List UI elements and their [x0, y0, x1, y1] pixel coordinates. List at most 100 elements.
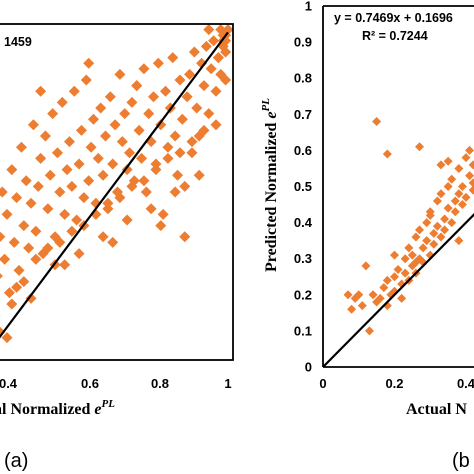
chart-b-point — [450, 207, 460, 217]
chart-b-point — [422, 218, 432, 228]
chart-a-point — [87, 113, 99, 125]
chart-a-x-axis-label-text: al Normalized — [0, 401, 94, 418]
chart-b-point — [400, 268, 410, 278]
chart-b-point — [390, 250, 399, 260]
chart-a-point — [54, 186, 66, 198]
chart-a-x-tick-label: 0.6 — [81, 376, 99, 391]
chart-b-point — [457, 200, 467, 210]
chart-a-point — [188, 46, 200, 58]
chart-a-point — [114, 68, 126, 80]
chart-b-point — [382, 149, 392, 159]
chart-b-point — [343, 290, 353, 300]
chart-b-point — [465, 145, 474, 155]
chart-a-point — [157, 208, 169, 220]
chart-b-point — [382, 275, 392, 285]
chart-b-point — [429, 228, 439, 238]
chart-a-point — [25, 292, 37, 304]
chart-a-point — [1, 208, 13, 220]
chart-b-point — [436, 232, 446, 242]
chart-a-point — [35, 85, 47, 97]
chart-a-point — [83, 175, 95, 187]
chart-a-point — [102, 197, 114, 209]
chart-a-point — [121, 214, 133, 226]
chart-a-point — [35, 152, 47, 164]
chart-a-point — [80, 74, 92, 86]
chart-b-point — [364, 326, 374, 336]
chart-a-x-tick-label: 0.4 — [0, 376, 18, 391]
chart-b-x-ticks: 0 0.2 0.4 — [319, 376, 474, 391]
chart-b-point — [468, 160, 474, 170]
chart-b-x-tick-label: 0 — [319, 376, 326, 391]
chart-a-point — [198, 80, 210, 92]
chart-b-y-tick-label: 0.6 — [294, 143, 312, 158]
chart-a-point — [169, 130, 181, 142]
chart-a-point — [116, 136, 128, 148]
chart-a: 1459 0.4 0.6 0.8 1 al Normalized ePL (a) — [0, 23, 234, 472]
chart-a-point — [155, 220, 167, 232]
chart-b-point — [468, 185, 474, 195]
chart-b-point — [379, 283, 389, 293]
chart-b-y-tick-label: 0.2 — [294, 287, 312, 302]
chart-b-y-tick-label: 0.5 — [294, 179, 312, 194]
chart-a-x-ticks: 0.4 0.6 0.8 1 — [0, 376, 232, 391]
chart-a-point — [30, 253, 42, 265]
chart-a-point — [73, 248, 85, 260]
chart-b-point — [432, 221, 442, 231]
chart-b-point — [407, 250, 417, 260]
chart-b-y-axis-label-sup: PL — [260, 98, 272, 112]
chart-a-point — [15, 141, 27, 153]
chart-b-point — [468, 178, 474, 188]
chart-a-point — [0, 186, 8, 198]
chart-b-point — [457, 182, 467, 191]
chart-b-r-squared: R² = 0.7244 — [362, 29, 428, 43]
chart-b-point — [368, 290, 378, 300]
chart-a-point — [131, 80, 143, 92]
chart-a-point — [73, 158, 85, 170]
chart-a-point — [42, 203, 54, 215]
chart-a-point — [162, 152, 174, 164]
chart-a-point — [104, 91, 116, 103]
chart-a-point — [30, 225, 42, 237]
chart-b-point — [357, 301, 367, 311]
chart-b-point — [411, 232, 421, 242]
chart-a-point — [25, 197, 37, 209]
chart-b-point — [443, 182, 453, 191]
chart-a-x-tick-label: 0.8 — [151, 376, 169, 391]
chart-b-x-axis-label: Actual N — [406, 401, 467, 418]
chart-b-y-tick-label: 0 — [305, 360, 312, 375]
chart-a-x-axis-label: al Normalized ePL — [0, 398, 115, 418]
chart-a-point — [174, 74, 186, 86]
chart-b-point — [347, 304, 357, 314]
chart-b-point — [465, 171, 474, 181]
chart-b-y-ticks: 0 0.1 0.2 0.3 0.4 0.5 0.6 0.7 0.8 0.9 1 — [294, 0, 313, 375]
chart-b-y-tick-label: 0.9 — [294, 35, 312, 50]
chart-b-point — [447, 218, 457, 228]
chart-b-y-tick-label: 0.8 — [294, 71, 312, 86]
chart-a-point — [191, 102, 203, 114]
chart-a-fit-line — [0, 31, 229, 339]
chart-a-point — [167, 52, 179, 64]
chart-a-x-axis-label-sup: PL — [102, 398, 116, 410]
chart-a-point — [42, 242, 54, 254]
chart-b-x-tick-label: 0.4 — [457, 376, 474, 391]
chart-a-point — [126, 96, 138, 108]
chart-b-y-axis-label-var: e — [263, 111, 280, 118]
chart-b-y-axis-label-text: Predicted Normalized — [263, 119, 280, 272]
chart-a-point — [203, 108, 215, 120]
chart-b: 0 0.1 0.2 0.3 0.4 0.5 0.6 0.7 0.8 0.9 1 0 0.2 0.4 y … — [260, 0, 474, 472]
chart-a-point — [160, 85, 172, 97]
chart-a-point — [68, 85, 80, 97]
chart-a-point — [1, 332, 13, 344]
chart-b-point — [440, 214, 450, 224]
chart-a-point — [0, 273, 3, 279]
chart-a-point — [162, 141, 174, 153]
chart-a-point — [124, 147, 136, 159]
chart-b-point — [425, 207, 435, 217]
chart-a-point — [138, 63, 150, 75]
chart-a-x-axis-label-var: e — [94, 401, 101, 418]
chart-b-point — [450, 196, 460, 206]
chart-b-point — [418, 243, 428, 253]
chart-a-point — [150, 164, 162, 176]
chart-a-point — [44, 169, 56, 181]
chart-a-point — [143, 108, 155, 120]
